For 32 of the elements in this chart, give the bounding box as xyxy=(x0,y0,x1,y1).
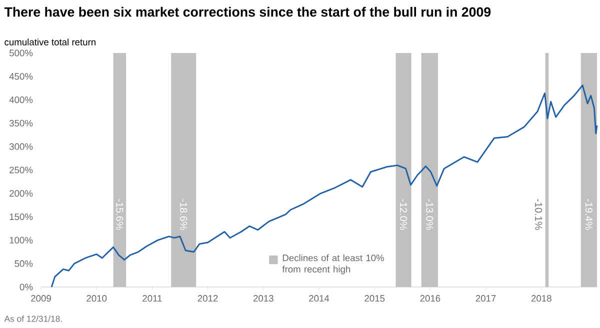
y-tick-label: 400% xyxy=(9,96,33,104)
band-label: -18.6% xyxy=(180,199,188,230)
x-tick-label: 2017 xyxy=(476,295,496,302)
band-label: -12.0% xyxy=(400,199,408,230)
y-tick-label: 350% xyxy=(9,120,33,126)
x-tick-label: 2015 xyxy=(364,295,385,302)
band-label: -10.1% xyxy=(535,199,542,230)
x-tick-label: 2009 xyxy=(31,295,51,302)
y-tick-label: 50% xyxy=(14,260,33,267)
y-axis-title: cumulative total return xyxy=(4,38,96,46)
y-tick-label: 100% xyxy=(10,236,33,244)
y-tick-label: 0% xyxy=(20,284,33,290)
band-label: -13.0% xyxy=(426,199,434,230)
band-label: -19.4% xyxy=(585,199,592,230)
text: As of 12/31/18. xyxy=(4,315,62,322)
y-tick-label: 450% xyxy=(9,73,33,80)
x-tick-label: 2011 xyxy=(142,295,162,302)
x-tick-label: 2012 xyxy=(198,295,218,302)
y-tick-label: 150% xyxy=(10,213,33,220)
band-label: -15.6% xyxy=(116,199,124,230)
y-tick-label: 200% xyxy=(10,190,33,197)
x-tick-label: 2013 xyxy=(253,295,274,302)
x-tick-label: 2018 xyxy=(531,295,552,302)
y-tick-label: 250% xyxy=(10,166,33,174)
x-tick-label: 2014 xyxy=(309,295,330,302)
x-tick-label: 2010 xyxy=(86,295,107,302)
line-series xyxy=(50,84,598,288)
x-tick-label: 2016 xyxy=(420,295,440,302)
y-tick-label: 300% xyxy=(9,143,33,150)
chart-title: There have been six market corrections since the start of the bull run in 2009 xyxy=(4,6,491,17)
legend-title: Declines of at least 10% from recent high xyxy=(282,254,384,274)
y-tick-label: 500% xyxy=(9,50,33,56)
